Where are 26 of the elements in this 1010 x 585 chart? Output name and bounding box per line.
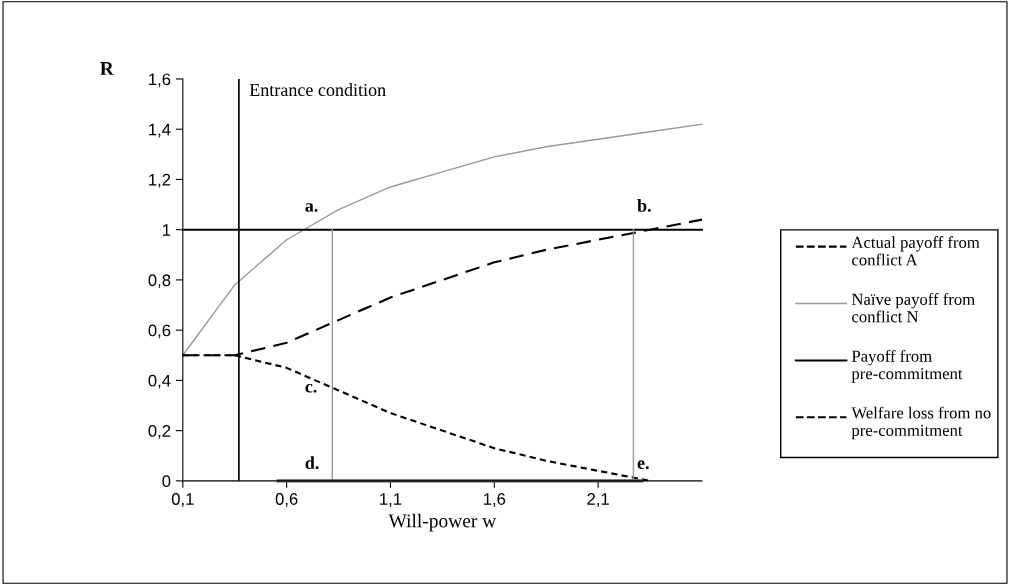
x-tick-label: 0,6 bbox=[275, 493, 298, 507]
legend-label: Welfare loss from no pre-commitment bbox=[851, 406, 991, 440]
annotation: c. bbox=[305, 383, 317, 393]
annotation: e. bbox=[637, 460, 649, 470]
legend-label: Actual payoff from conflict A bbox=[851, 236, 980, 266]
annotation: a. bbox=[305, 203, 318, 212]
y-tick-label: 1,6 bbox=[149, 73, 171, 88]
legend-label: Naïve payoff from conflict N bbox=[851, 293, 975, 323]
y-tick-label: 1,4 bbox=[149, 123, 171, 138]
y-tick-label: 1,2 bbox=[149, 173, 171, 188]
y-tick-label: 0,2 bbox=[148, 425, 171, 439]
y-tick-label: 0,6 bbox=[148, 324, 171, 339]
x-tick-label: 2,1 bbox=[587, 493, 609, 507]
y-axis-title: R bbox=[100, 62, 114, 75]
annotation: d. bbox=[305, 456, 319, 470]
ref-line-label: Entrance condition bbox=[249, 83, 386, 97]
x-tick-label: 1,1 bbox=[380, 493, 402, 507]
legend-label: Payoff from pre-commitment bbox=[851, 349, 963, 383]
y-tick-label: 1 bbox=[163, 224, 171, 236]
x-tick-label: 0,1 bbox=[171, 493, 194, 507]
y-tick-label: 0 bbox=[162, 475, 171, 488]
annotation: b. bbox=[637, 199, 651, 212]
y-tick-label: 0,4 bbox=[148, 374, 171, 389]
x-axis-title: Will-power w bbox=[388, 513, 497, 532]
x-tick-label: 1,6 bbox=[483, 493, 506, 507]
y-tick-label: 0,8 bbox=[148, 274, 171, 289]
